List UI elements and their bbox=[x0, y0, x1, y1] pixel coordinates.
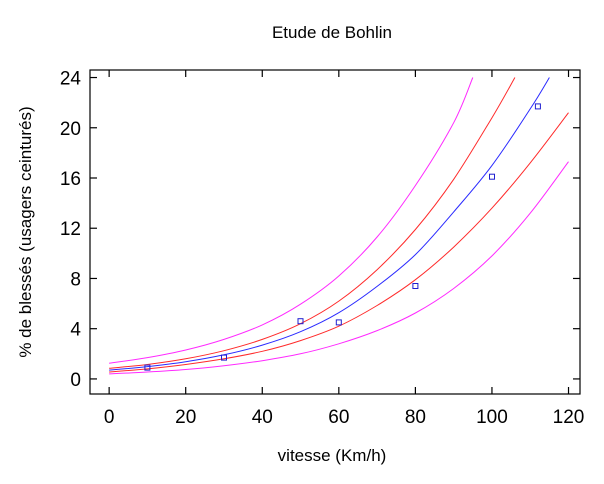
y-tick-label: 4 bbox=[70, 320, 81, 341]
curves-layer bbox=[109, 77, 569, 375]
chart-title: Etude de Bohlin bbox=[272, 23, 392, 42]
data-point bbox=[144, 364, 151, 371]
x-tick-label: 60 bbox=[328, 407, 349, 428]
data-point bbox=[297, 318, 304, 325]
y-tick-label: 20 bbox=[60, 119, 81, 140]
y-tick-label: 12 bbox=[60, 219, 81, 240]
y-axis-label: % de blessés (usagers ceinturés) bbox=[16, 106, 35, 357]
y-axis: 0 4 8 12 16 20 24 bbox=[60, 69, 580, 391]
x-tick-label: 100 bbox=[476, 407, 508, 428]
data-point bbox=[335, 319, 342, 326]
x-axis: 0 20 40 60 80 100 120 bbox=[104, 70, 585, 428]
x-tick-label: 0 bbox=[104, 407, 115, 428]
x-tick-label: 120 bbox=[553, 407, 585, 428]
x-axis-label: vitesse (Km/h) bbox=[278, 446, 387, 465]
x-tick-label: 40 bbox=[252, 407, 273, 428]
lower-outer-curve bbox=[109, 161, 569, 375]
data-point bbox=[534, 103, 541, 110]
y-tick-label: 24 bbox=[60, 69, 82, 90]
y-tick-label: 16 bbox=[60, 169, 81, 190]
points-layer bbox=[144, 103, 541, 371]
fit-curve bbox=[109, 77, 550, 371]
data-point bbox=[489, 173, 495, 180]
y-tick-label: 0 bbox=[70, 370, 81, 391]
y-tick-label: 8 bbox=[70, 269, 81, 290]
data-point bbox=[221, 354, 227, 361]
x-tick-label: 80 bbox=[405, 407, 426, 428]
plot-frame bbox=[89, 69, 581, 395]
upper-inner-curve bbox=[109, 77, 516, 369]
data-point bbox=[412, 283, 419, 289]
x-tick-label: 20 bbox=[175, 407, 196, 428]
upper-outer-curve bbox=[109, 77, 474, 364]
lower-inner-curve bbox=[109, 112, 569, 373]
